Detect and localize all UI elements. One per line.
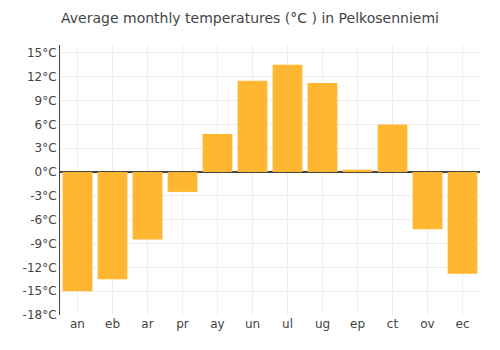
svg-text:9°C: 9°C	[35, 94, 57, 108]
svg-text:0°C: 0°C	[35, 165, 57, 179]
svg-text:an: an	[70, 317, 85, 331]
svg-text:15°C: 15°C	[27, 46, 57, 60]
svg-text:6°C: 6°C	[35, 118, 57, 132]
svg-text:Average monthly temperatures (: Average monthly temperatures (°C ) in Pe…	[61, 10, 439, 26]
svg-text:pr: pr	[176, 317, 189, 331]
svg-text:eb: eb	[105, 317, 120, 331]
svg-text:ay: ay	[210, 317, 224, 331]
svg-text:-9°C: -9°C	[30, 237, 56, 251]
svg-text:-3°C: -3°C	[30, 189, 56, 203]
svg-text:-12°C: -12°C	[23, 261, 57, 275]
svg-text:-15°C: -15°C	[23, 284, 57, 298]
svg-text:-6°C: -6°C	[30, 213, 56, 227]
svg-text:12°C: 12°C	[27, 70, 57, 84]
svg-text:un: un	[245, 317, 260, 331]
svg-text:ar: ar	[141, 317, 153, 331]
svg-text:3°C: 3°C	[35, 141, 57, 155]
svg-text:ov: ov	[420, 317, 434, 331]
svg-text:ul: ul	[282, 317, 293, 331]
svg-text:ec: ec	[456, 317, 470, 331]
svg-text:ep: ep	[350, 317, 365, 331]
svg-text:-18°C: -18°C	[23, 308, 57, 322]
svg-text:ug: ug	[315, 317, 330, 331]
svg-text:ct: ct	[387, 317, 399, 331]
